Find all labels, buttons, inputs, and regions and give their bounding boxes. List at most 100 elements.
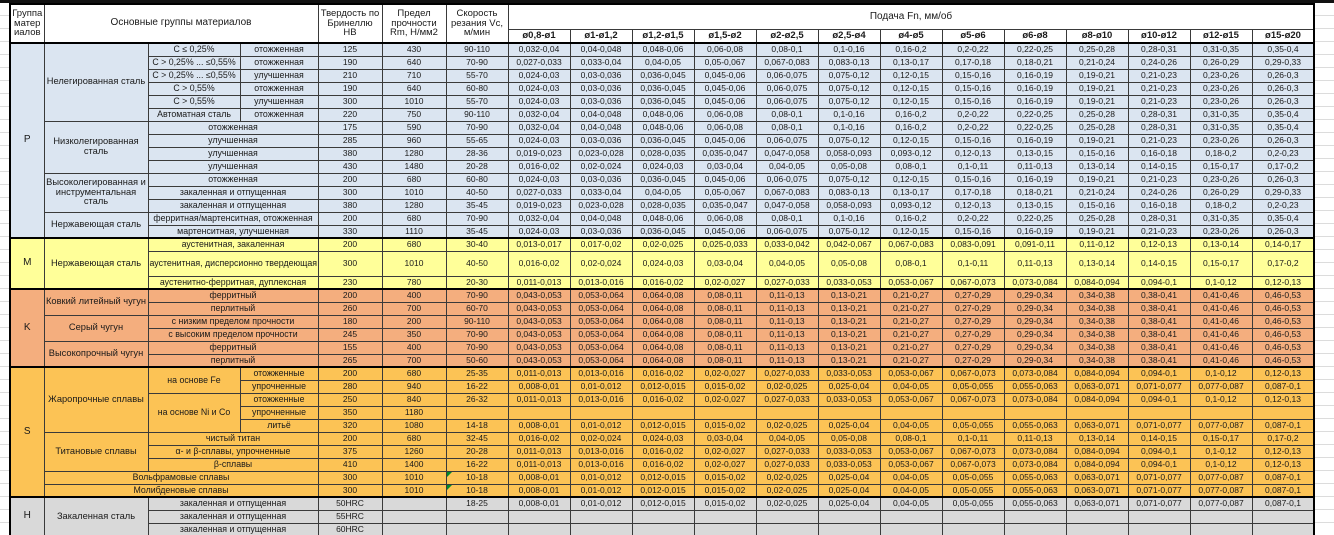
value-cell[interactable]: 0,19-0,21: [1065, 133, 1129, 148]
header-diameter-range[interactable]: ø15-ø20: [1251, 28, 1315, 44]
value-cell[interactable]: 0,46-0,53: [1251, 353, 1315, 368]
value-cell[interactable]: 0,38-0,41: [1127, 301, 1191, 316]
value-cell[interactable]: 0,21-0,27: [879, 327, 943, 342]
value-cell[interactable]: 0,055-0,063: [1003, 483, 1067, 498]
value-cell[interactable]: 0,084-0,094: [1065, 457, 1129, 472]
value-cell[interactable]: 0,025-0,04: [817, 379, 881, 394]
value-cell[interactable]: 0,093-0,12: [879, 146, 943, 161]
value-cell[interactable]: 0,008-0,01: [507, 379, 571, 394]
value-cell[interactable]: 0,067-0,083: [879, 237, 943, 252]
material-subtype-cell[interactable]: литьё: [239, 418, 319, 433]
value-cell[interactable]: 0,087-0,1: [1251, 379, 1315, 394]
value-cell[interactable]: 0,08-0,1: [879, 250, 943, 277]
value-cell[interactable]: 90-110: [445, 107, 509, 122]
value-cell[interactable]: 0,013-0,016: [569, 275, 633, 290]
material-subtype-cell[interactable]: C > 0,25% ... ≤0,55%: [147, 55, 241, 70]
value-cell[interactable]: 0,094-0,1: [1127, 275, 1191, 290]
material-subtype-cell[interactable]: аустенитно-ферритная, дуплексная: [147, 275, 319, 290]
value-cell[interactable]: 0,19-0,21: [1065, 81, 1129, 96]
value-cell[interactable]: [879, 522, 943, 535]
value-cell[interactable]: 0,071-0,077: [1127, 418, 1191, 433]
value-cell[interactable]: 0,22-0,25: [1003, 42, 1067, 57]
value-cell[interactable]: 0,008-0,01: [507, 418, 571, 433]
value-cell[interactable]: [1065, 405, 1129, 420]
value-cell[interactable]: 0,035-0,047: [693, 198, 757, 213]
value-cell[interactable]: 0,025-0,04: [817, 470, 881, 485]
value-cell[interactable]: 0,017-0,02: [569, 237, 633, 252]
header-diameter-range[interactable]: ø4-ø5: [879, 28, 943, 44]
value-cell[interactable]: 0,063-0,071: [1065, 379, 1129, 394]
value-cell[interactable]: 0,15-0,17: [1189, 431, 1253, 446]
material-subtype-cell[interactable]: улучшенная: [239, 68, 319, 83]
value-cell[interactable]: 0,035-0,047: [693, 146, 757, 161]
value-cell[interactable]: 0,048-0,06: [631, 42, 695, 57]
value-cell[interactable]: 0,024-0,03: [507, 224, 571, 239]
value-cell[interactable]: [1127, 509, 1191, 524]
value-cell[interactable]: 20-30: [445, 275, 509, 290]
value-cell[interactable]: 0,1-0,12: [1189, 457, 1253, 472]
value-cell[interactable]: 0,075-0,12: [817, 224, 881, 239]
value-cell[interactable]: 0,11-0,13: [755, 301, 819, 316]
value-cell[interactable]: 0,03-0,036: [569, 94, 633, 109]
value-cell[interactable]: 0,29-0,34: [1003, 340, 1067, 355]
value-cell[interactable]: 0,18-0,21: [1003, 55, 1067, 70]
value-cell[interactable]: 50HRC: [317, 496, 383, 511]
value-cell[interactable]: 0,18-0,21: [1003, 185, 1067, 200]
value-cell[interactable]: 0,02-0,025: [755, 379, 819, 394]
value-cell[interactable]: 1400: [381, 457, 447, 472]
value-cell[interactable]: 28-36: [445, 146, 509, 161]
value-cell[interactable]: 0,1-0,12: [1189, 275, 1253, 290]
value-cell[interactable]: 0,1-0,11: [941, 159, 1005, 174]
value-cell[interactable]: 200: [317, 172, 383, 187]
value-cell[interactable]: 0,38-0,41: [1127, 353, 1191, 368]
value-cell[interactable]: 0,25-0,28: [1065, 120, 1129, 135]
value-cell[interactable]: 0,13-0,14: [1189, 237, 1253, 252]
value-cell[interactable]: [569, 509, 633, 524]
value-cell[interactable]: 0,12-0,15: [879, 81, 943, 96]
group-letter-cell[interactable]: H: [9, 496, 45, 535]
value-cell[interactable]: 0,19-0,21: [1065, 68, 1129, 83]
value-cell[interactable]: 0,053-0,064: [569, 301, 633, 316]
value-cell[interactable]: 0,091-0,11: [1003, 237, 1067, 252]
value-cell[interactable]: 350: [317, 405, 383, 420]
value-cell[interactable]: 0,013-0,016: [569, 392, 633, 407]
value-cell[interactable]: 0,063-0,071: [1065, 418, 1129, 433]
value-cell[interactable]: 0,02-0,025: [755, 470, 819, 485]
value-cell[interactable]: 0,26-0,3: [1251, 94, 1315, 109]
material-subtype-cell[interactable]: отожженная: [239, 81, 319, 96]
value-cell[interactable]: 0,01-0,012: [569, 483, 633, 498]
value-cell[interactable]: 0,05-0,055: [941, 483, 1005, 498]
value-cell[interactable]: 0,16-0,2: [879, 211, 943, 226]
material-group-cell[interactable]: Низколегированная сталь: [43, 120, 149, 174]
value-cell[interactable]: 0,16-0,19: [1003, 133, 1067, 148]
value-cell[interactable]: 0,1-0,16: [817, 42, 881, 57]
value-cell[interactable]: 55-70: [445, 94, 509, 109]
value-cell[interactable]: 0,075-0,12: [817, 81, 881, 96]
value-cell[interactable]: 0,02-0,027: [693, 366, 757, 381]
value-cell[interactable]: 0,26-0,3: [1251, 172, 1315, 187]
value-cell[interactable]: 0,12-0,15: [879, 133, 943, 148]
value-cell[interactable]: 0,05-0,08: [817, 250, 881, 277]
value-cell[interactable]: 0,22-0,25: [1003, 211, 1067, 226]
value-cell[interactable]: 0,12-0,13: [1251, 444, 1315, 459]
value-cell[interactable]: 0,03-0,036: [569, 133, 633, 148]
value-cell[interactable]: 940: [381, 379, 447, 394]
value-cell[interactable]: [693, 522, 757, 535]
value-cell[interactable]: 20-28: [445, 444, 509, 459]
value-cell[interactable]: 0,2-0,22: [941, 42, 1005, 57]
value-cell[interactable]: 0,38-0,41: [1127, 288, 1191, 303]
material-group-cell[interactable]: Ковкий литейный чугун: [43, 288, 149, 316]
value-cell[interactable]: 0,06-0,08: [693, 107, 757, 122]
value-cell[interactable]: 0,077-0,087: [1189, 379, 1253, 394]
value-cell[interactable]: 1010: [381, 94, 447, 109]
header-diameter-range[interactable]: ø0,8-ø1: [507, 28, 571, 44]
value-cell[interactable]: 0,064-0,08: [631, 327, 695, 342]
value-cell[interactable]: 0,02-0,025: [631, 237, 695, 252]
value-cell[interactable]: [1127, 522, 1191, 535]
value-cell[interactable]: 0,033-0,053: [817, 366, 881, 381]
value-cell[interactable]: 780: [381, 275, 447, 290]
value-cell[interactable]: 0,043-0,053: [507, 353, 571, 368]
value-cell[interactable]: 0,08-0,11: [693, 288, 757, 303]
material-subtype-cell[interactable]: отожженная: [239, 55, 319, 70]
material-group-cell[interactable]: Закаленная сталь: [43, 496, 149, 535]
